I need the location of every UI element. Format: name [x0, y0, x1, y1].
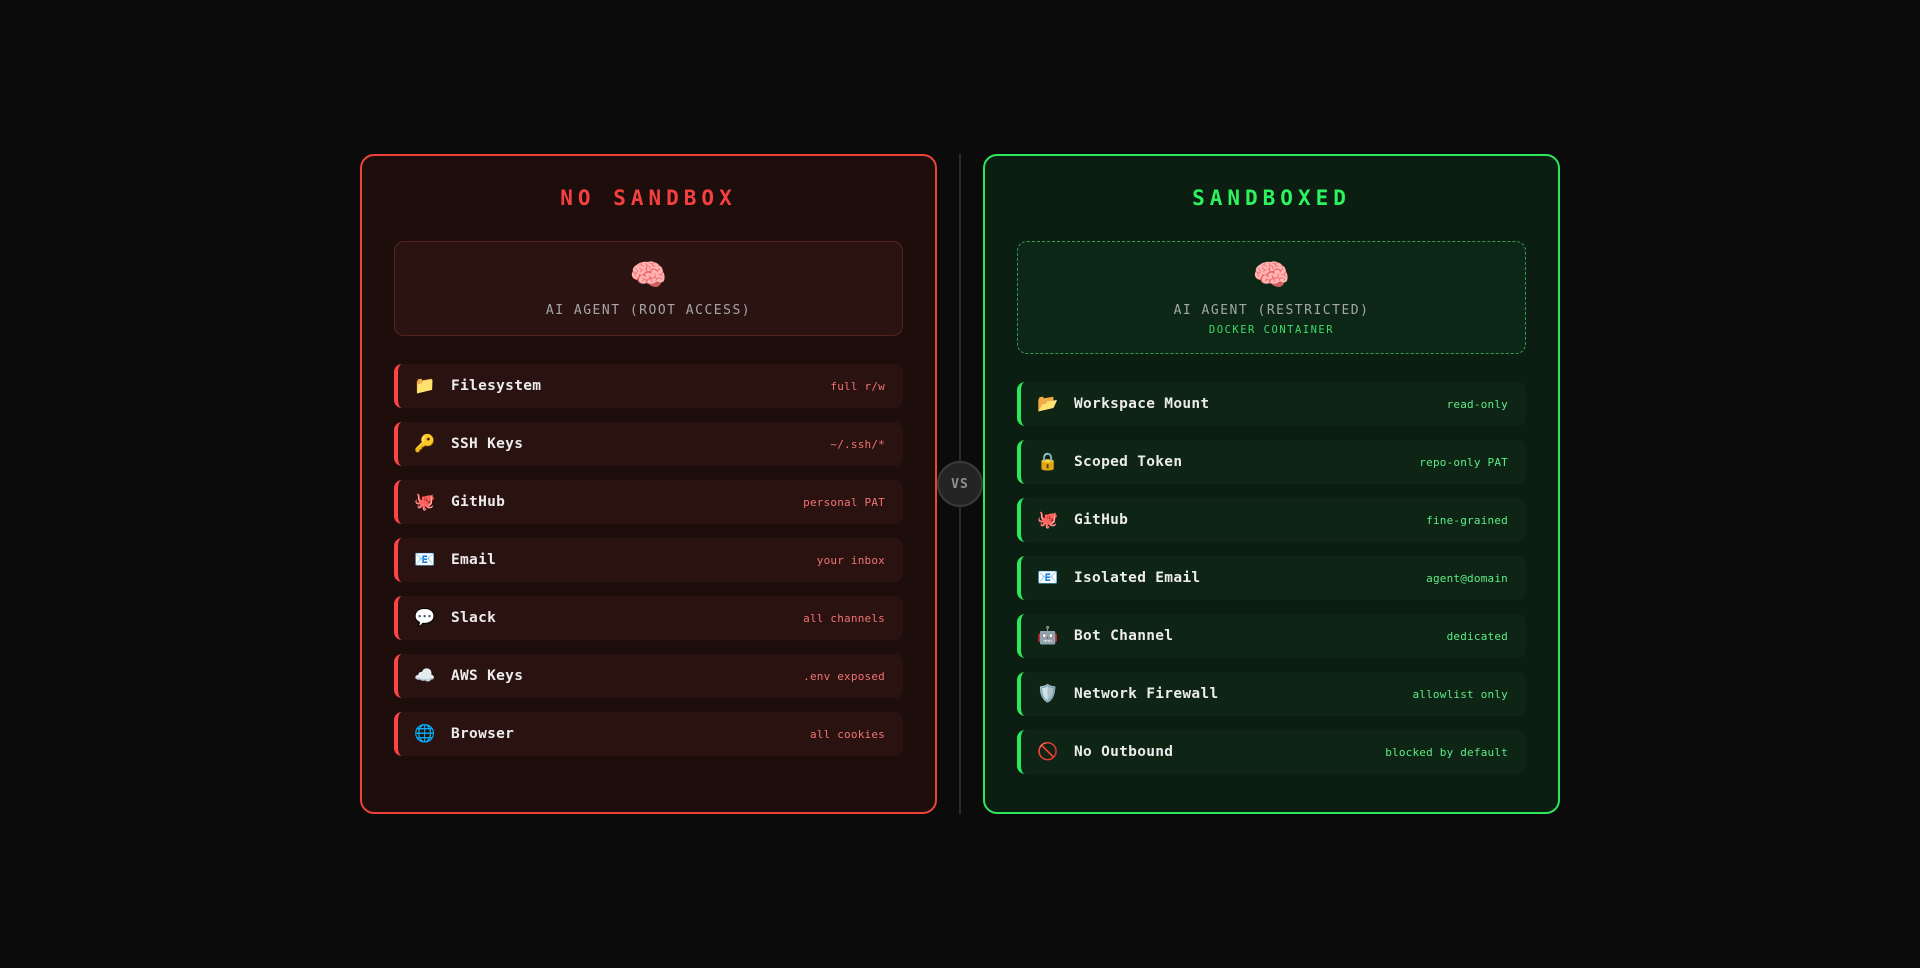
row-label: Email	[451, 552, 497, 568]
list-item-github: 🐙 GitHub personal PAT	[394, 480, 903, 524]
row-label: SSH Keys	[451, 436, 524, 452]
lock-icon: 🔒	[1037, 451, 1059, 472]
row-value: allowlist only	[1412, 687, 1508, 701]
octopus-icon: 🐙	[1037, 509, 1059, 530]
vs-badge: VS	[937, 461, 983, 507]
key-icon: 🔑	[414, 433, 436, 454]
row-label: GitHub	[451, 494, 506, 510]
list-item-bot-channel: 🤖 Bot Channel dedicated	[1017, 614, 1526, 658]
list-item-scoped-token: 🔒 Scoped Token repo-only PAT	[1017, 440, 1526, 484]
comparison-container: NO SANDBOX 🧠 AI AGENT (ROOT ACCESS) 📁 Fi…	[360, 154, 1560, 814]
row-label: Network Firewall	[1074, 686, 1219, 702]
globe-icon: 🌐	[414, 723, 436, 744]
row-value: personal PAT	[803, 495, 885, 509]
brain-icon: 🧠	[1252, 258, 1291, 293]
octopus-icon: 🐙	[414, 491, 436, 512]
list-item-filesystem: 📁 Filesystem full r/w	[394, 364, 903, 408]
list-item-github: 🐙 GitHub fine-grained	[1017, 498, 1526, 542]
row-value: .env exposed	[803, 669, 885, 683]
agent-card-restricted: 🧠 AI AGENT (RESTRICTED) DOCKER CONTAINER	[1017, 241, 1526, 354]
row-label: Isolated Email	[1074, 570, 1201, 586]
list-item-browser: 🌐 Browser all cookies	[394, 712, 903, 756]
row-value: read-only	[1446, 397, 1508, 411]
row-value: blocked by default	[1385, 745, 1508, 759]
row-label: Workspace Mount	[1074, 396, 1210, 412]
panel-title-sandboxed: SANDBOXED	[1192, 186, 1351, 210]
agent-container-label: DOCKER CONTAINER	[1208, 324, 1335, 336]
panel-no-sandbox: NO SANDBOX 🧠 AI AGENT (ROOT ACCESS) 📁 Fi…	[360, 154, 937, 814]
row-label: Slack	[451, 610, 497, 626]
cloud-icon: ☁️	[414, 665, 436, 686]
list-item-aws-keys: ☁️ AWS Keys .env exposed	[394, 654, 903, 698]
list-item-ssh-keys: 🔑 SSH Keys ~/.ssh/*	[394, 422, 903, 466]
row-label: GitHub	[1074, 512, 1129, 528]
row-label: Filesystem	[451, 378, 542, 394]
row-label: No Outbound	[1074, 744, 1174, 760]
panel-title-no-sandbox: NO SANDBOX	[560, 186, 737, 210]
open-folder-icon: 📂	[1037, 393, 1059, 414]
list-item-network-firewall: 🛡️ Network Firewall allowlist only	[1017, 672, 1526, 716]
row-label: Browser	[451, 726, 515, 742]
brain-icon: 🧠	[629, 258, 668, 293]
row-label: AWS Keys	[451, 668, 524, 684]
row-label: Scoped Token	[1074, 454, 1183, 470]
robot-icon: 🤖	[1037, 625, 1059, 646]
row-value: all channels	[803, 611, 885, 625]
agent-name-label: AI AGENT (RESTRICTED)	[1173, 303, 1370, 318]
no-entry-icon: 🚫	[1037, 741, 1059, 762]
agent-card-root-access: 🧠 AI AGENT (ROOT ACCESS)	[394, 241, 903, 336]
access-list-no-sandbox: 📁 Filesystem full r/w 🔑 SSH Keys ~/.ssh/…	[394, 364, 903, 756]
list-item-email: 📧 Email your inbox	[394, 538, 903, 582]
speech-bubble-icon: 💬	[414, 607, 436, 628]
row-value: agent@domain	[1426, 571, 1508, 585]
row-value: repo-only PAT	[1419, 455, 1508, 469]
row-value: dedicated	[1446, 629, 1508, 643]
row-value: your inbox	[816, 553, 885, 567]
list-item-workspace-mount: 📂 Workspace Mount read-only	[1017, 382, 1526, 426]
folder-icon: 📁	[414, 375, 436, 396]
row-value: fine-grained	[1426, 513, 1508, 527]
access-list-sandboxed: 📂 Workspace Mount read-only 🔒 Scoped Tok…	[1017, 382, 1526, 774]
list-item-no-outbound: 🚫 No Outbound blocked by default	[1017, 730, 1526, 774]
email-icon: 📧	[414, 549, 436, 570]
row-value: full r/w	[830, 379, 885, 393]
list-item-isolated-email: 📧 Isolated Email agent@domain	[1017, 556, 1526, 600]
row-label: Bot Channel	[1074, 628, 1174, 644]
row-value: all cookies	[809, 727, 885, 741]
panel-sandboxed: SANDBOXED 🧠 AI AGENT (RESTRICTED) DOCKER…	[983, 154, 1560, 814]
list-item-slack: 💬 Slack all channels	[394, 596, 903, 640]
row-value: ~/.ssh/*	[830, 437, 885, 451]
agent-name-label: AI AGENT (ROOT ACCESS)	[545, 303, 752, 318]
email-icon: 📧	[1037, 567, 1059, 588]
shield-icon: 🛡️	[1037, 683, 1059, 704]
